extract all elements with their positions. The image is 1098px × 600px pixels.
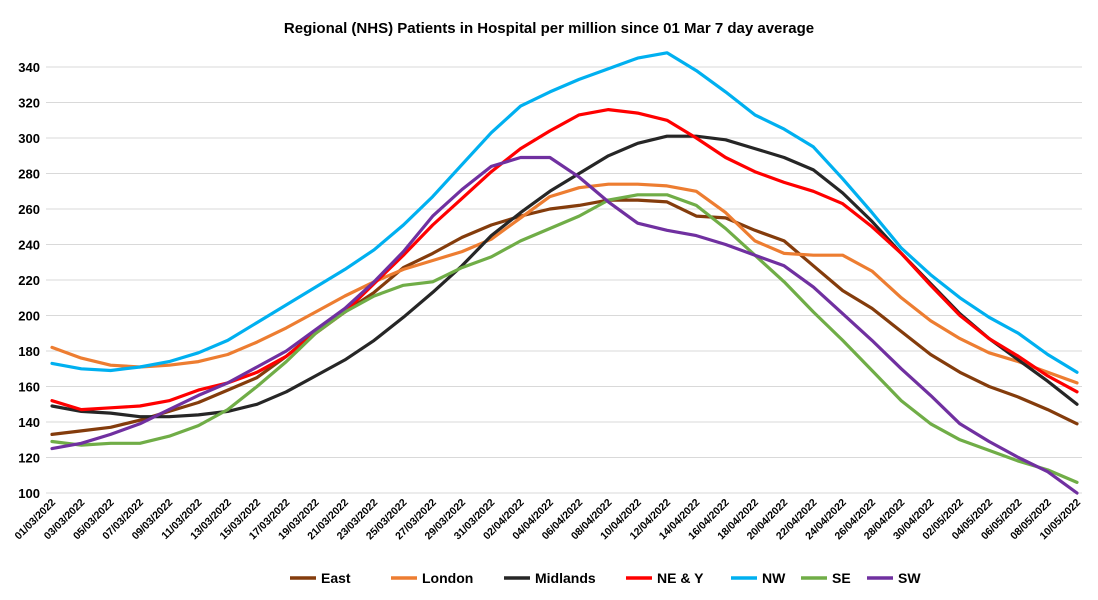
legend-item: SW: [867, 570, 921, 586]
legend-label: SW: [898, 570, 921, 586]
legend-item: East: [290, 570, 351, 586]
legend-label: NW: [762, 570, 786, 586]
legend-label: NE & Y: [657, 570, 704, 586]
series-line-london: [50, 182, 1079, 385]
series-line-nw: [50, 51, 1079, 374]
y-tick-label: 140: [18, 415, 40, 430]
y-tick-label: 160: [18, 380, 40, 395]
y-tick-label: 240: [18, 238, 40, 253]
y-tick-label: 100: [18, 486, 40, 501]
legend-item: NW: [731, 570, 786, 586]
y-tick-label: 220: [18, 273, 40, 288]
y-tick-label: 340: [18, 60, 40, 75]
gridlines: [46, 66, 1082, 494]
legend-item: SE: [801, 570, 851, 586]
y-tick-label: 280: [18, 167, 40, 182]
series-line-east: [50, 198, 1079, 436]
legend-item: Midlands: [504, 570, 596, 586]
y-tick-label: 320: [18, 96, 40, 111]
legend: East London Midlands NE & Y NW SE SW: [290, 570, 921, 586]
y-tick-label: 120: [18, 451, 40, 466]
legend-label: Midlands: [535, 570, 596, 586]
y-axis: 100 120 140 160 180 200 220 240 260 280 300 320 340: [18, 60, 40, 501]
series-lines: [50, 51, 1079, 495]
legend-item: London: [391, 570, 473, 586]
y-tick-label: 180: [18, 344, 40, 359]
series-line-ne-y: [50, 107, 1079, 412]
legend-item: NE & Y: [626, 570, 704, 586]
series-line-se: [50, 193, 1079, 484]
legend-label: East: [321, 570, 351, 586]
legend-label: SE: [832, 570, 851, 586]
chart-title: Regional (NHS) Patients in Hospital per …: [284, 20, 814, 37]
legend-label: London: [422, 570, 473, 586]
y-tick-label: 260: [18, 202, 40, 217]
y-tick-label: 300: [18, 131, 40, 146]
y-tick-label: 200: [18, 309, 40, 324]
x-axis: 01/03/202203/03/202205/03/202207/03/2022…: [12, 497, 1083, 543]
series-line-sw: [50, 155, 1079, 495]
